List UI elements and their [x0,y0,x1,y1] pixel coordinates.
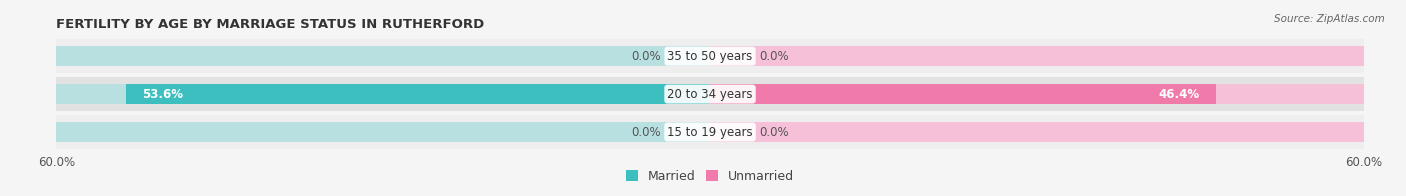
Bar [56,115,1364,149]
Text: 20 to 34 years: 20 to 34 years [668,88,752,101]
Bar [56,84,710,104]
Bar [127,84,710,104]
Legend: Married, Unmarried: Married, Unmarried [620,165,800,188]
Text: 15 to 19 years: 15 to 19 years [668,125,752,139]
Bar [710,122,1364,142]
Bar [56,39,1364,73]
Bar [710,84,1364,104]
Bar [710,46,1364,66]
Text: 0.0%: 0.0% [759,50,789,63]
Bar [56,122,710,142]
Bar [56,46,710,66]
Text: FERTILITY BY AGE BY MARRIAGE STATUS IN RUTHERFORD: FERTILITY BY AGE BY MARRIAGE STATUS IN R… [56,18,485,31]
Text: Source: ZipAtlas.com: Source: ZipAtlas.com [1274,14,1385,24]
Text: 46.4%: 46.4% [1159,88,1199,101]
Bar [710,84,1216,104]
Text: 53.6%: 53.6% [142,88,183,101]
Text: 35 to 50 years: 35 to 50 years [668,50,752,63]
Text: 0.0%: 0.0% [759,125,789,139]
Text: 0.0%: 0.0% [631,50,661,63]
Text: 0.0%: 0.0% [631,125,661,139]
Bar [56,77,1364,111]
